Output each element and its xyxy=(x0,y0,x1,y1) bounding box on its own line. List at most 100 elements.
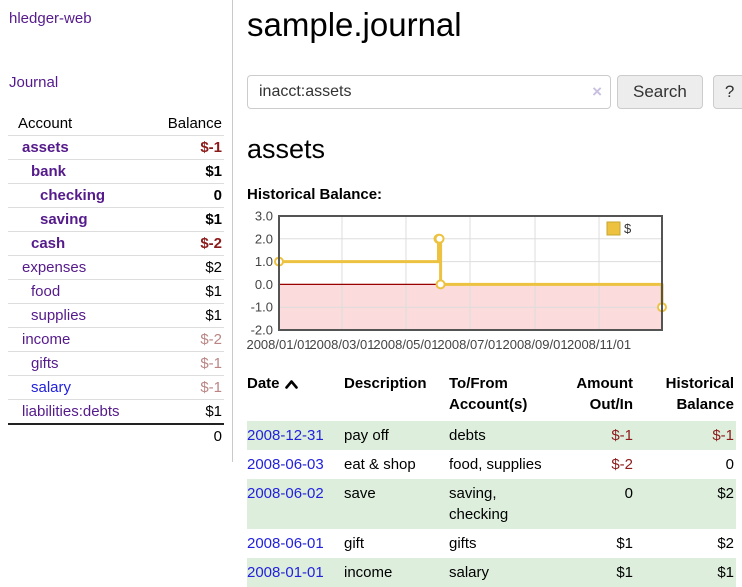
transaction-date: 2008-06-03 xyxy=(247,450,344,479)
transaction-amount: $1 xyxy=(616,564,633,581)
transaction-balance: $2 xyxy=(717,535,734,552)
legend-swatch xyxy=(606,221,621,236)
transaction-description: eat & shop xyxy=(344,456,416,473)
transaction-row: 2008-01-01 income salary $1 $1 xyxy=(247,558,736,587)
sidebar-item-journal[interactable]: Journal xyxy=(9,74,59,91)
transaction-amount: 0 xyxy=(624,485,633,502)
account-link[interactable]: saving xyxy=(40,211,88,228)
data-point-marker xyxy=(435,279,446,290)
help-button[interactable]: ? xyxy=(712,75,742,109)
search-input-wrap: × xyxy=(247,75,611,109)
account-balance: 0 xyxy=(144,183,224,208)
account-row: salary $-1 xyxy=(8,375,224,400)
search-input[interactable] xyxy=(247,75,611,109)
account-balance: $-1 xyxy=(144,375,224,400)
account-row: liabilities:debts $1 xyxy=(8,399,224,425)
account-link[interactable]: salary xyxy=(31,379,72,396)
sidebar: hledger-web Journal Account Balance asse… xyxy=(0,0,233,462)
transaction-amount: $-1 xyxy=(611,427,633,444)
search-button[interactable]: Search xyxy=(617,75,703,109)
account-row: food $1 xyxy=(8,279,224,304)
transaction-row: 2008-06-01 gift gifts $1 $2 xyxy=(247,529,736,558)
transaction-date: 2008-06-02 xyxy=(247,479,344,529)
register-header-accounts: To/From Account(s) xyxy=(449,375,528,413)
svg-text:-2.0: -2.0 xyxy=(251,323,273,338)
account-balance: $1 xyxy=(144,207,224,232)
accounts-tbody: assets $-1 bank $1 checking 0 saving $1 cash $-2 e… xyxy=(8,135,224,449)
account-link[interactable]: liabilities:debts xyxy=(22,403,120,420)
account-balance: $-2 xyxy=(144,327,224,352)
account-row: expenses $2 xyxy=(8,255,224,280)
account-row: bank $1 xyxy=(8,159,224,184)
account-link[interactable]: food xyxy=(31,283,61,300)
register-tbody: 2008-12-31 pay off debts $-1 $-1 2008-06-03 ea… xyxy=(247,421,736,587)
register-header-description: Description xyxy=(344,375,427,392)
transaction-description: pay off xyxy=(344,427,389,444)
account-balance: $1 xyxy=(144,399,224,425)
account-link[interactable]: gifts xyxy=(31,355,59,372)
transaction-date: 2008-01-01 xyxy=(247,558,344,587)
legend-label: $ xyxy=(624,221,632,236)
account-row: assets $-1 xyxy=(8,135,224,160)
transaction-row: 2008-06-03 eat & shop food, supplies $-2 0 xyxy=(247,450,736,479)
transaction-date-link[interactable]: 2008-06-02 xyxy=(247,485,324,502)
account-link[interactable]: expenses xyxy=(22,259,87,276)
transaction-accounts: gifts xyxy=(449,535,477,552)
transaction-date-link[interactable]: 2008-06-01 xyxy=(247,535,324,552)
account-balance: $1 xyxy=(144,279,224,304)
account-link[interactable]: assets xyxy=(22,139,69,156)
svg-text:2008/09/01: 2008/09/01 xyxy=(502,337,567,352)
svg-text:1.0: 1.0 xyxy=(255,254,273,269)
transaction-date-link[interactable]: 2008-12-31 xyxy=(247,427,324,444)
transaction-balance: $1 xyxy=(717,564,734,581)
data-point-marker xyxy=(434,233,445,244)
register-header-amount: Amount Out/In xyxy=(576,375,633,413)
transaction-row: 2008-12-31 pay off debts $-1 $-1 xyxy=(247,421,736,450)
search-form: × Search ? xyxy=(247,75,742,109)
account-balance: $-1 xyxy=(144,135,224,160)
account-link[interactable]: checking xyxy=(40,187,106,204)
transaction-date-link[interactable]: 2008-06-03 xyxy=(247,456,324,473)
accounts-header-balance: Balance xyxy=(144,112,224,136)
account-link[interactable]: income xyxy=(22,331,71,348)
account-link[interactable]: bank xyxy=(31,163,67,180)
historical-balance-chart: $3.0 2.0 1.0 0.0 -1.0 -2.0 2008/01/01 2008/03/0… xyxy=(246,209,738,358)
account-link[interactable]: supplies xyxy=(31,307,87,324)
transaction-description: save xyxy=(344,485,376,502)
svg-text:2008/07/01: 2008/07/01 xyxy=(437,337,502,352)
accounts-total-balance: 0 xyxy=(213,428,222,445)
account-row: cash $-2 xyxy=(8,231,224,256)
transaction-date: 2008-06-01 xyxy=(247,529,344,558)
sort-asc-icon xyxy=(284,374,298,395)
transaction-balance: 0 xyxy=(725,456,734,473)
transaction-description: income xyxy=(344,564,393,581)
transaction-date-link[interactable]: 2008-01-01 xyxy=(247,564,324,581)
svg-text:2008/01/01: 2008/01/01 xyxy=(246,337,311,352)
transaction-accounts: debts xyxy=(449,427,486,444)
account-heading: assets xyxy=(247,134,326,164)
accounts-header-account: Account xyxy=(8,112,145,136)
account-balance: $-2 xyxy=(144,231,224,256)
transaction-description: gift xyxy=(344,535,365,552)
chart-title: Historical Balance: xyxy=(247,186,383,203)
transaction-row: 2008-06-02 save saving, checking 0 $2 xyxy=(247,479,736,529)
register-header-row: Date Description To/From Account(s) Amount … xyxy=(247,371,736,421)
accounts-total-row: 0 xyxy=(8,424,224,448)
account-row: checking 0 xyxy=(8,183,224,208)
transaction-balance: $2 xyxy=(717,485,734,502)
app-title-link[interactable]: hledger-web xyxy=(9,10,92,27)
register-header-balance: Historical Balance xyxy=(665,375,734,413)
transaction-date: 2008-12-31 xyxy=(247,421,344,450)
svg-text:3.0: 3.0 xyxy=(255,209,273,224)
transaction-accounts: food, supplies xyxy=(449,456,542,473)
clear-search-icon[interactable]: × xyxy=(592,82,602,101)
account-row: supplies $1 xyxy=(8,303,224,328)
register-header-date[interactable]: Date xyxy=(247,371,344,421)
account-row: gifts $-1 xyxy=(8,351,224,376)
register-table: Date Description To/From Account(s) Amount … xyxy=(247,371,736,587)
svg-text:2008/11/01: 2008/11/01 xyxy=(567,337,631,352)
account-balance: $-1 xyxy=(144,351,224,376)
transaction-accounts: saving, checking xyxy=(449,485,509,523)
account-link[interactable]: cash xyxy=(31,235,66,252)
